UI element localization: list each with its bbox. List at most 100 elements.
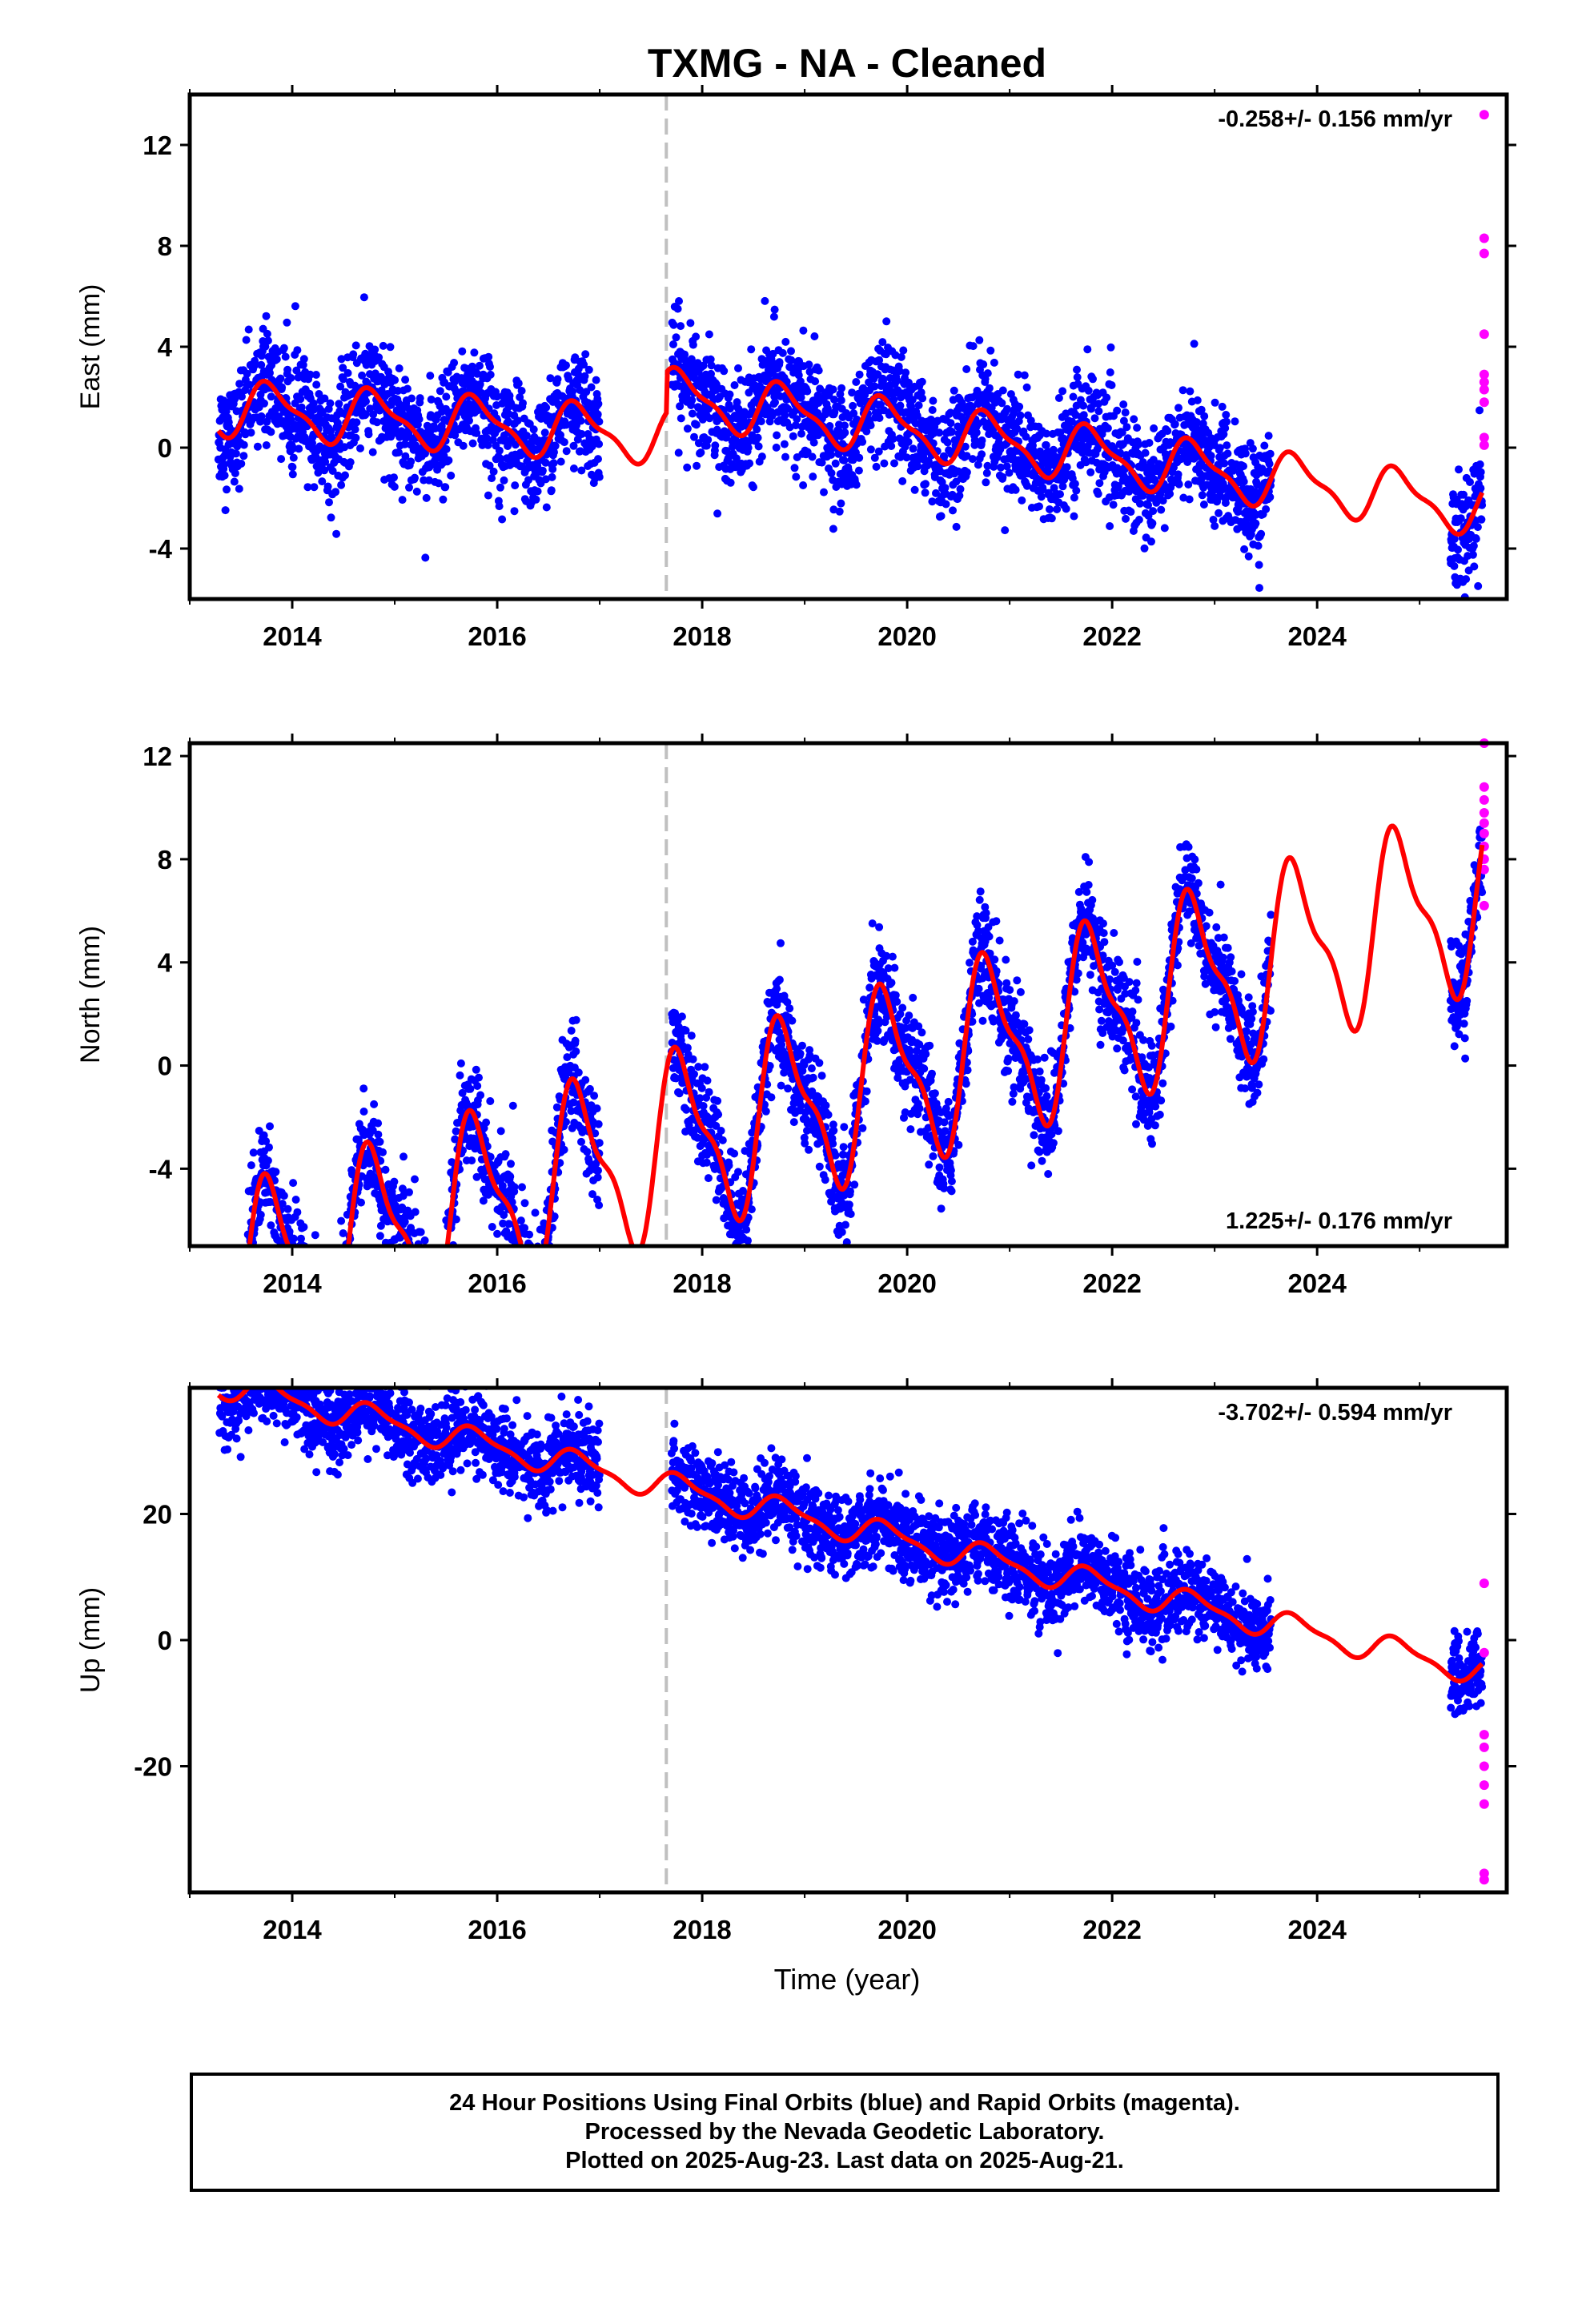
final-point [319,1332,327,1340]
final-point [880,459,889,468]
rapid-point [1479,384,1489,395]
final-point [339,364,347,372]
final-point [473,1082,482,1090]
final-point [542,503,551,512]
final-point [1134,440,1142,449]
final-point [595,1201,604,1209]
final-point [1185,495,1194,504]
final-point [1248,444,1257,453]
final-point [542,1276,550,1284]
final-point [231,469,239,477]
final-point [222,1361,230,1369]
final-point [412,487,421,496]
final-point [495,502,504,511]
final-point [456,1059,465,1068]
final-point [496,483,504,492]
final-point [911,419,920,428]
final-point [430,1277,438,1285]
final-point [281,352,290,361]
final-point [1174,470,1182,479]
final-point [893,376,901,385]
final-point [781,337,790,346]
final-point [550,1212,559,1220]
final-point [239,1287,247,1295]
final-point [675,1089,684,1098]
final-point [377,386,386,395]
final-point [331,1349,339,1357]
final-point [315,1318,323,1326]
final-point [690,1070,698,1079]
final-point [498,515,507,524]
final-point [1231,417,1239,426]
final-point [216,1379,224,1387]
final-point [733,1280,741,1288]
final-point [535,1302,543,1310]
final-point [783,998,792,1007]
final-point [231,1362,239,1370]
final-point [705,1088,713,1096]
final-point [327,1329,335,1337]
final-point [725,404,734,413]
final-point [326,1350,334,1358]
final-point [935,428,944,437]
final-point [520,1224,529,1232]
final-point [823,404,832,413]
final-point [929,396,938,405]
final-point [1476,468,1485,476]
final-point [1468,550,1477,559]
final-point [375,353,383,362]
final-point [532,1277,540,1285]
final-point [531,1208,540,1217]
final-point [943,438,952,447]
final-point [772,443,781,452]
final-point [362,397,370,406]
final-point [317,1309,325,1317]
final-point [243,1269,251,1277]
final-point [323,1295,331,1303]
final-point [1106,522,1114,530]
final-point [500,1211,508,1220]
final-point [344,1272,352,1280]
final-point [677,414,685,423]
final-orbit-points [214,293,1487,599]
final-point [404,1268,412,1276]
final-point [401,452,410,460]
final-point [889,435,897,443]
final-point [1199,501,1208,509]
final-point [1455,465,1463,474]
final-point [519,1248,527,1256]
final-point [1145,439,1154,447]
final-point [282,1252,290,1261]
final-point [401,1277,409,1285]
final-point [302,1260,310,1268]
final-point [849,409,858,418]
final-point [1178,386,1187,395]
final-point [247,428,255,437]
final-point [962,468,971,476]
final-point [318,1352,326,1360]
final-point [1223,417,1231,426]
final-point [225,1347,233,1355]
final-point [594,1120,603,1128]
final-point [571,1036,580,1045]
final-point [705,414,714,423]
final-point [1144,501,1153,509]
final-point [501,1150,510,1159]
final-point [243,1256,251,1265]
final-point [562,447,571,456]
final-point [441,1273,449,1281]
final-point [837,396,845,404]
final-point [341,1302,349,1310]
final-point [855,370,864,379]
final-point [433,1294,441,1302]
final-point [244,1252,252,1260]
final-point [1035,502,1043,511]
final-point [744,1236,752,1245]
final-point [950,386,958,395]
final-point [683,463,692,472]
final-point [233,1301,241,1309]
final-point [295,1250,303,1258]
final-point [946,419,955,428]
final-point [910,485,919,494]
final-point [1255,584,1263,593]
